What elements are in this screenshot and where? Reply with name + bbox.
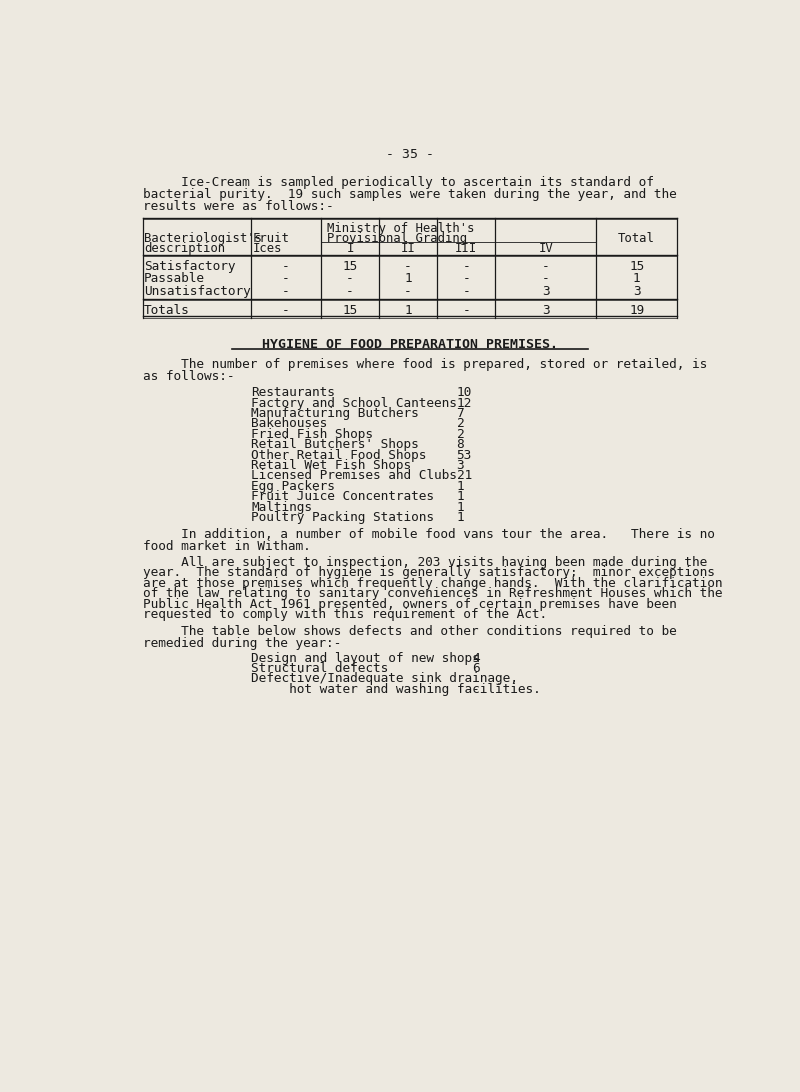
- Text: Passable: Passable: [144, 272, 205, 285]
- Text: Manufacturing Butchers: Manufacturing Butchers: [251, 407, 419, 420]
- Text: II: II: [401, 242, 415, 256]
- Text: 3: 3: [542, 285, 550, 298]
- Text: 1: 1: [457, 500, 464, 513]
- Text: -: -: [282, 285, 290, 298]
- Text: -: -: [346, 285, 354, 298]
- Text: -: -: [462, 304, 470, 317]
- Text: bacterial purity.  19 such samples were taken during the year, and the: bacterial purity. 19 such samples were t…: [142, 188, 676, 201]
- Text: year.  The standard of hygiene is generally satisfactory;  minor exceptions: year. The standard of hygiene is general…: [142, 567, 714, 580]
- Text: Egg Packers: Egg Packers: [251, 479, 335, 492]
- Text: 4: 4: [472, 652, 480, 665]
- Text: -: -: [472, 682, 480, 696]
- Text: -: -: [462, 285, 470, 298]
- Text: -: -: [346, 272, 354, 285]
- Text: Design and layout of new shops: Design and layout of new shops: [251, 652, 480, 665]
- Text: Bacteriologist's: Bacteriologist's: [144, 232, 262, 245]
- Text: 15: 15: [629, 260, 644, 273]
- Text: 19: 19: [629, 304, 644, 317]
- Text: 53: 53: [457, 449, 472, 462]
- Text: Bakehouses: Bakehouses: [251, 417, 327, 430]
- Text: - 35 -: - 35 -: [386, 149, 434, 161]
- Text: -: -: [404, 285, 412, 298]
- Text: Ice-Cream is sampled periodically to ascertain its standard of: Ice-Cream is sampled periodically to asc…: [142, 176, 654, 189]
- Text: Provisional Grading: Provisional Grading: [327, 232, 467, 245]
- Text: 1: 1: [457, 490, 464, 503]
- Text: 7: 7: [457, 407, 464, 420]
- Text: In addition, a number of mobile food vans tour the area.   There is no: In addition, a number of mobile food van…: [142, 527, 714, 541]
- Text: 1: 1: [457, 479, 464, 492]
- Text: 2: 2: [457, 428, 464, 441]
- Text: Satisfactory: Satisfactory: [144, 260, 236, 273]
- Text: requested to comply with this requirement of the Act.: requested to comply with this requiremen…: [142, 608, 546, 621]
- Text: The number of premises where food is prepared, stored or retailed, is: The number of premises where food is pre…: [142, 358, 707, 371]
- Text: Fried Fish Shops: Fried Fish Shops: [251, 428, 373, 441]
- Text: Public Health Act 1961 presented, owners of certain premises have been: Public Health Act 1961 presented, owners…: [142, 597, 676, 610]
- Text: Ministry of Health's: Ministry of Health's: [327, 222, 474, 235]
- Text: 1: 1: [633, 272, 641, 285]
- Text: 1: 1: [404, 304, 412, 317]
- Text: 8: 8: [457, 438, 464, 451]
- Text: 3: 3: [633, 285, 641, 298]
- Text: 10: 10: [457, 387, 472, 400]
- Text: -: -: [282, 260, 290, 273]
- Text: Licensed Premises and Clubs: Licensed Premises and Clubs: [251, 470, 457, 483]
- Text: 12: 12: [457, 396, 472, 410]
- Text: 21: 21: [457, 470, 472, 483]
- Text: 1: 1: [404, 272, 412, 285]
- Text: description: description: [144, 242, 226, 256]
- Text: Total: Total: [618, 232, 655, 245]
- Text: IV: IV: [538, 242, 553, 256]
- Text: -: -: [282, 304, 290, 317]
- Text: are at those premises which frequently change hands.  With the clarification: are at those premises which frequently c…: [142, 577, 722, 590]
- Text: as follows:-: as follows:-: [142, 370, 234, 382]
- Text: results were as follows:-: results were as follows:-: [142, 200, 334, 213]
- Text: Restaurants: Restaurants: [251, 387, 335, 400]
- Text: -: -: [462, 272, 470, 285]
- Text: Ices: Ices: [253, 242, 282, 256]
- Text: -: -: [542, 260, 550, 273]
- Text: Retail Butchers' Shops: Retail Butchers' Shops: [251, 438, 419, 451]
- Text: 3: 3: [542, 304, 550, 317]
- Text: Defective/Inadequate sink drainage,: Defective/Inadequate sink drainage,: [251, 673, 518, 686]
- Text: food market in Witham.: food market in Witham.: [142, 539, 310, 553]
- Text: 6: 6: [472, 662, 480, 675]
- Text: -: -: [462, 260, 470, 273]
- Text: remedied during the year:-: remedied during the year:-: [142, 637, 341, 650]
- Text: of the law relating to sanitary conveniences in Refreshment Houses which the: of the law relating to sanitary convenie…: [142, 587, 722, 601]
- Text: I: I: [346, 242, 354, 256]
- Text: Fruit: Fruit: [253, 232, 290, 245]
- Text: 3: 3: [457, 459, 464, 472]
- Text: The table below shows defects and other conditions required to be: The table below shows defects and other …: [142, 625, 676, 638]
- Text: Totals: Totals: [144, 304, 190, 317]
- Text: -: -: [404, 260, 412, 273]
- Text: Factory and School Canteens: Factory and School Canteens: [251, 396, 457, 410]
- Text: Unsatisfactory: Unsatisfactory: [144, 285, 251, 298]
- Text: 15: 15: [342, 304, 358, 317]
- Text: HYGIENE OF FOOD PREPARATION PREMISES.: HYGIENE OF FOOD PREPARATION PREMISES.: [262, 337, 558, 351]
- Text: III: III: [455, 242, 478, 256]
- Text: 1: 1: [457, 511, 464, 524]
- Text: 15: 15: [342, 260, 358, 273]
- Text: Retail Wet Fish Shops: Retail Wet Fish Shops: [251, 459, 411, 472]
- Text: Structural defects: Structural defects: [251, 662, 388, 675]
- Text: Poultry Packing Stations: Poultry Packing Stations: [251, 511, 434, 524]
- Text: Fruit Juice Concentrates: Fruit Juice Concentrates: [251, 490, 434, 503]
- Text: 2: 2: [457, 417, 464, 430]
- Text: Maltings: Maltings: [251, 500, 312, 513]
- Text: -: -: [282, 272, 290, 285]
- Text: hot water and washing facilities.: hot water and washing facilities.: [251, 682, 541, 696]
- Text: -: -: [542, 272, 550, 285]
- Text: All are subject to inspection, 203 visits having been made during the: All are subject to inspection, 203 visit…: [142, 556, 707, 569]
- Text: Other Retail Food Shops: Other Retail Food Shops: [251, 449, 426, 462]
